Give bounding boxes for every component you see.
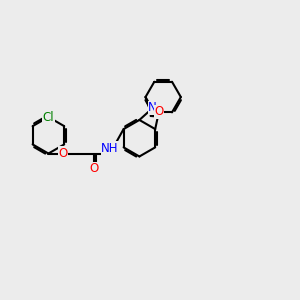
Text: NH: NH (101, 142, 119, 155)
Text: O: O (154, 105, 164, 118)
Text: O: O (89, 162, 98, 175)
Text: O: O (58, 147, 68, 160)
Text: N: N (148, 101, 157, 115)
Text: Cl: Cl (43, 110, 54, 124)
